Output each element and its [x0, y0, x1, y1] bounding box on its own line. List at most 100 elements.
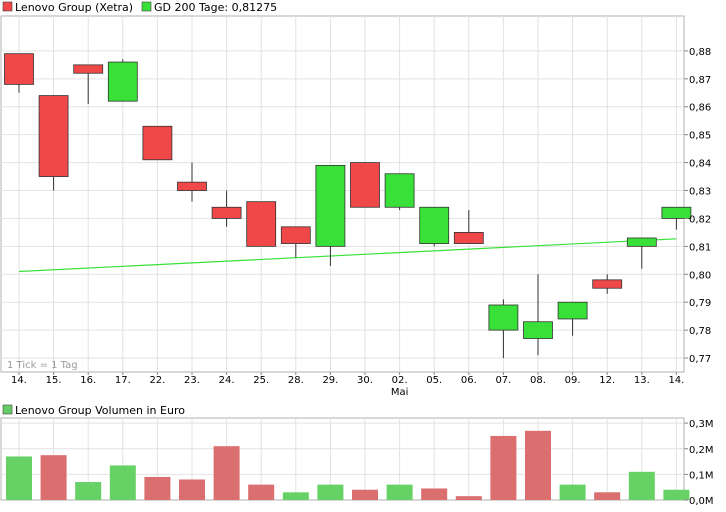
x-tick-label: 09. [565, 375, 581, 386]
candle [177, 162, 207, 202]
candle [384, 173, 415, 211]
candle [4, 53, 34, 93]
candle [107, 59, 138, 102]
candle-body [4, 53, 34, 85]
volume-bar [559, 484, 586, 500]
candle [453, 210, 484, 244]
legend-label-gd200: GD 200 Tage: 0,81275 [154, 1, 277, 14]
candle-body [246, 201, 277, 247]
y-tick-label: 0,77 [689, 354, 711, 365]
volume-bar [144, 476, 171, 500]
volume-bar [179, 479, 205, 500]
x-tick-label: 23. [184, 375, 200, 386]
candle [280, 226, 311, 258]
legend-swatch-gd200 [141, 1, 152, 12]
x-tick-label: 24. [219, 375, 235, 386]
x-tick-label: 05. [426, 375, 442, 386]
volume-bar [213, 446, 240, 500]
candle [73, 64, 104, 104]
y-tick-label: 0,87 [689, 75, 711, 86]
volume-bar [282, 492, 309, 500]
volume-bar [421, 488, 448, 500]
volume-bar [6, 456, 32, 500]
x-tick-label: 25. [253, 375, 269, 386]
volume-y-axis: 0,0M 0,1M 0,2M 0,3M [684, 419, 714, 507]
y-tick-label: 0,81 [689, 242, 711, 253]
y-tick-label: 0,84 [689, 159, 711, 170]
candle [592, 274, 623, 294]
y-tick-label: 0,83 [689, 187, 711, 198]
x-month-label: Mai [391, 387, 409, 398]
candle-body [592, 279, 623, 289]
volume-y-tick-label: 0,1M [689, 470, 714, 481]
price-legend: Lenovo Group (Xetra) GD 200 Tage: 0,8127… [2, 1, 277, 14]
y-tick-label: 0,85 [689, 131, 711, 142]
candle-body [73, 64, 104, 74]
x-tick-label: 12. [599, 375, 615, 386]
y-tick-label: 0,86 [689, 103, 711, 114]
candle-body [315, 164, 346, 247]
volume-y-tick-label: 0,2M [689, 445, 714, 456]
price-y-axis: 0,77 0,78 0,79 0,80 0,81 0,82 0,83 0,84 0,85 0,86… [684, 47, 711, 365]
volume-bar [490, 435, 517, 500]
candle-body [384, 173, 415, 208]
x-tick-label: 15. [46, 375, 62, 386]
candle-body [38, 95, 69, 177]
x-tick-label: 28. [288, 375, 304, 386]
candle [488, 299, 519, 359]
volume-bar [352, 489, 378, 500]
y-tick-label: 0,88 [689, 47, 711, 58]
y-tick-label: 0,79 [689, 298, 711, 309]
volume-bar [525, 430, 551, 500]
candle-body [523, 321, 553, 339]
candle-body [557, 301, 588, 320]
x-tick-label: 06. [461, 375, 477, 386]
x-tick-label: 13. [634, 375, 650, 386]
x-tick-label: 02. [392, 375, 408, 386]
candle [661, 206, 692, 230]
volume-bars-layer [6, 430, 690, 500]
volume-bar [40, 455, 67, 500]
volume-bar [75, 482, 102, 500]
volume-panel: 0,0M 0,1M 0,2M 0,3M Lenovo Group Volumen in… [0, 404, 714, 507]
candle-body [211, 206, 242, 219]
volume-bar [386, 484, 413, 500]
x-tick-label: 08. [530, 375, 546, 386]
candles-layer [4, 53, 692, 359]
volume-bar [109, 465, 136, 500]
volume-y-tick-label: 0,3M [689, 419, 714, 430]
x-tick-label: 30. [357, 375, 373, 386]
candle [315, 164, 346, 266]
candle-body [419, 206, 450, 244]
candle [350, 162, 380, 208]
candle-body [626, 237, 657, 247]
candle [246, 201, 277, 247]
y-tick-label: 0,78 [689, 326, 711, 337]
legend-swatch-volume [2, 404, 13, 415]
candle-body [488, 304, 519, 331]
candle-body [280, 226, 311, 244]
moving-average-line [18, 238, 677, 273]
candle [523, 274, 553, 356]
volume-bar [663, 489, 690, 500]
x-tick-label: 16. [80, 375, 96, 386]
candle [557, 301, 588, 336]
moving-average-layer [18, 238, 677, 273]
volume-bar [317, 484, 344, 500]
x-tick-label: 07. [495, 375, 511, 386]
candle [419, 206, 450, 247]
candle-body [453, 231, 484, 244]
price-x-axis: 14. 15. 16. 17. 22. 23. 24. 25. 28. 29. 30. 02. 05. 0… [11, 372, 684, 398]
x-tick-label: 29. [322, 375, 338, 386]
x-tick-label: 14. [668, 375, 684, 386]
volume-bar [594, 492, 621, 500]
volume-bar [455, 496, 482, 500]
x-tick-label: 14. [11, 375, 27, 386]
price-panel: 0,77 0,78 0,79 0,80 0,81 0,82 0,83 0,84 0,85 0,86… [0, 15, 711, 398]
candle-body [350, 162, 380, 208]
candle-body [661, 206, 692, 219]
candle [142, 125, 173, 161]
legend-swatch-lenovo [2, 1, 13, 12]
